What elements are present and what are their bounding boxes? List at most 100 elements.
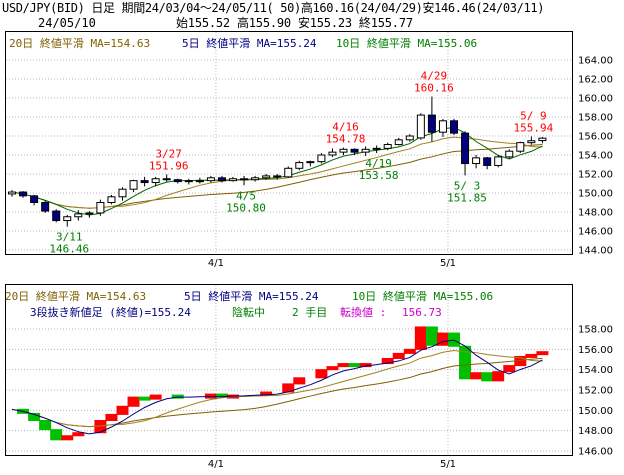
brick-up (525, 353, 538, 358)
status-switch-value: 156.73 (402, 306, 442, 319)
annotation-date: 4/19 (365, 157, 392, 170)
legend-ma10: 10日 終値平滑 MA=155.06 (352, 289, 493, 303)
annotation-date: 3/11 (56, 231, 83, 244)
annotation-date: 4/5 (236, 189, 256, 202)
candle (317, 153, 326, 164)
candle (52, 209, 61, 223)
candle (173, 178, 182, 184)
candle (538, 136, 547, 144)
candle (361, 146, 370, 156)
status-switch-label: 転換値 : (340, 306, 386, 319)
candle (416, 113, 425, 140)
brick-up (381, 357, 394, 365)
candle (30, 194, 39, 206)
annotation-date: 4/29 (421, 69, 448, 82)
y-tick-label: 158.00 (578, 325, 613, 336)
brick-down (50, 429, 63, 441)
top-x-axis: 4/1 5/1 (208, 258, 456, 269)
candle (107, 194, 116, 205)
candle (217, 175, 226, 183)
candle (19, 191, 28, 198)
brick-down (481, 372, 494, 382)
candle (461, 131, 470, 176)
candle (505, 149, 514, 159)
annotation-value: 153.58 (359, 169, 399, 182)
candle (450, 118, 458, 136)
status-state: 陰転中 (232, 305, 265, 319)
candle (118, 187, 127, 201)
y-tick-label: 152.00 (578, 386, 613, 397)
brick-up (503, 365, 516, 373)
annotation-value: 151.85 (447, 191, 487, 204)
legend-ma20: 20日 終値平滑 MA=154.63 (5, 289, 146, 303)
bottom-y-axis: 158.00 156.00 154.00 152.00 150.00 148.00 146.… (578, 325, 613, 458)
candle (383, 142, 392, 151)
brick-up (127, 396, 140, 407)
candle (472, 155, 481, 169)
brick-down (448, 332, 460, 347)
brick-up (149, 394, 162, 400)
candle (516, 141, 525, 154)
annotation-value: 155.94 (513, 122, 553, 135)
header-ohlc: 始155.52 高155.90 安155.23 終155.77 (176, 16, 413, 30)
annotation-value: 160.16 (414, 81, 454, 94)
status-name: 3段抜き新値足 (終値)=155.24 (30, 305, 191, 319)
candle (295, 160, 304, 171)
brick-up (72, 432, 85, 437)
y-tick-label: 150.00 (578, 406, 613, 417)
candle (284, 166, 293, 178)
y-tick-label: 164.00 (578, 56, 613, 67)
top-y-axis: 164.00 162.00 160.00 158.00 156.00 154.00 152.… (578, 56, 613, 257)
candle (306, 160, 315, 167)
y-tick-label: 154.00 (578, 151, 613, 162)
legend-ma5: 5日 終値平滑 MA=155.24 (182, 36, 317, 50)
y-tick-label: 152.00 (578, 170, 613, 181)
x-tick-label: 4/1 (208, 258, 224, 269)
brick-up (470, 372, 483, 380)
brick-down (425, 326, 438, 346)
y-tick-label: 148.00 (578, 208, 613, 219)
top-grid (6, 32, 572, 254)
candle (96, 199, 105, 216)
top-legend: 20日 終値平滑 MA=154.63 5日 終値平滑 MA=155.24 10日… (9, 36, 477, 50)
status-step: 2 手目 (292, 305, 327, 319)
candle (483, 156, 492, 170)
bottom-moving-averages (11, 339, 543, 435)
brick-down (348, 363, 361, 368)
y-tick-label: 146.00 (578, 227, 613, 238)
candle (394, 137, 403, 146)
bottom-legend: 20日 終値平滑 MA=154.63 5日 終値平滑 MA=155.24 10日… (5, 289, 493, 303)
brick-up (392, 352, 405, 359)
header-date: 24/05/10 (38, 16, 96, 30)
brick-up (337, 363, 350, 368)
legend-ma20: 20日 終値平滑 MA=154.63 (9, 36, 150, 50)
annotation-date: 4/16 (332, 121, 359, 134)
x-tick-label: 4/1 (208, 459, 224, 470)
candle (438, 118, 447, 137)
annotation-value: 146.46 (49, 243, 89, 256)
brick-down (28, 412, 41, 421)
candle (251, 175, 260, 182)
top-candles (8, 96, 547, 227)
bottom-grid (6, 285, 572, 455)
brick-up (414, 326, 427, 350)
header-line1: USD/JPY(BID) 日足 期間24/03/04～24/05/11( 50)… (2, 1, 545, 15)
candle (240, 175, 249, 186)
y-tick-label: 144.00 (578, 246, 613, 257)
candle (184, 178, 193, 185)
annotation-value: 151.96 (149, 159, 189, 172)
brick-up (61, 435, 74, 441)
candle (129, 179, 138, 193)
bottom-bricks (17, 326, 549, 441)
y-tick-label: 156.00 (578, 132, 613, 143)
top-panel-frame (5, 31, 573, 255)
candle (350, 148, 359, 155)
candle (162, 174, 171, 182)
y-tick-label: 146.00 (578, 447, 613, 458)
candle (63, 214, 72, 227)
bottom-x-axis: 4/1 5/1 (208, 459, 456, 470)
ma5-line (11, 339, 543, 435)
annotation-date: 5/ 3 (454, 179, 481, 192)
y-tick-label: 158.00 (578, 113, 613, 124)
